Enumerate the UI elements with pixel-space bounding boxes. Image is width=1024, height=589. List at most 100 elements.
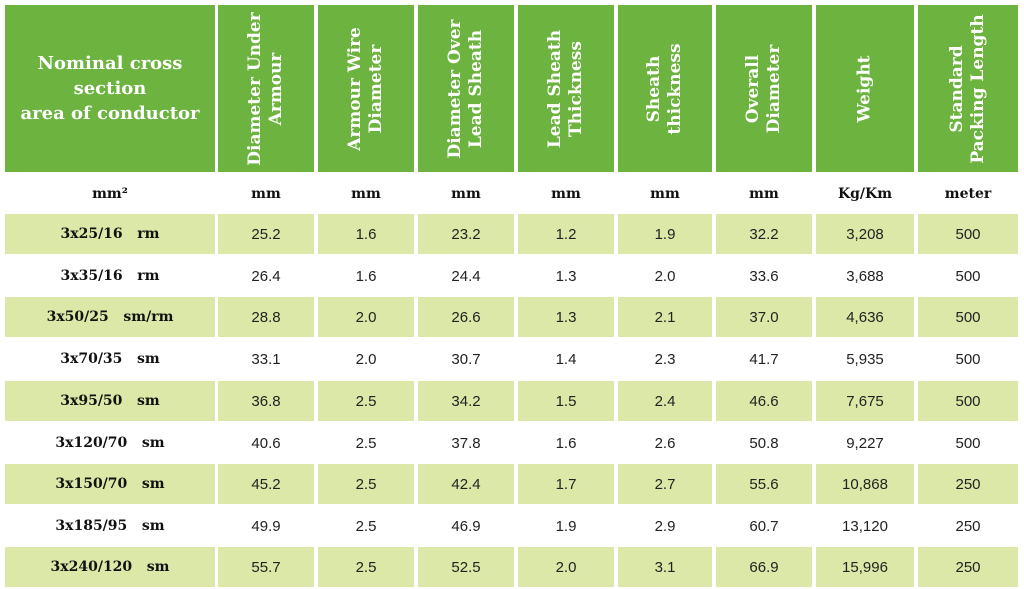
column-header-5: Lead Sheath Thickness: [518, 5, 614, 172]
unit-cell: mm: [551, 186, 581, 202]
table-cell: 55.6: [716, 464, 812, 504]
table-cell: 15,996: [816, 547, 914, 587]
table-row: 3x25/16 rm 25.2 1.6 23.2 1.2 1.9 32.2 3,208 500: [0, 214, 1024, 254]
table-row: 3x185/95 sm 49.9 2.5 46.9 1.9 2.9 60.7 13,120 25…: [0, 506, 1024, 546]
table-row: 3x240/120 sm 55.7 2.5 52.5 2.0 3.1 66.9 15,996 2…: [0, 547, 1024, 587]
table-cell: 250: [918, 547, 1018, 587]
column-header-6: Sheath thickness: [618, 5, 712, 172]
column-header-3: Armour Wire Diameter: [318, 5, 414, 172]
table-cell: 2.4: [618, 381, 712, 421]
table-cell: 45.2: [218, 464, 314, 504]
table-cell: 55.7: [218, 547, 314, 587]
table-cell: 33.6: [749, 267, 779, 285]
column-header-label: Sheath thickness: [644, 42, 685, 135]
table-cell: 42.4: [418, 464, 514, 504]
table-cell: 60.7: [749, 517, 779, 535]
column-header-label: Lead Sheath Thickness: [545, 29, 586, 148]
table-cell: 37.0: [716, 297, 812, 337]
column-header-label: Nominal cross section area of conductor: [20, 53, 200, 124]
column-header-8: Weight: [816, 5, 914, 172]
table-cell: 5,935: [846, 350, 884, 368]
unit-cell: mm: [351, 186, 381, 202]
table-cell: 2.6: [654, 434, 676, 452]
table-cell: 1.7: [518, 464, 614, 504]
table-cell: 1.6: [555, 434, 577, 452]
table-cell: 250: [918, 464, 1018, 504]
unit-cell: meter: [944, 186, 992, 202]
unit-cell: Kg/Km: [837, 186, 893, 202]
table-cell: 1.6: [355, 267, 377, 285]
table-cell: 9,227: [846, 434, 884, 452]
table-cell: 37.8: [451, 434, 481, 452]
table-cell: 1.6: [318, 214, 414, 254]
table-cell: 2.1: [618, 297, 712, 337]
table-cell: 26.4: [251, 267, 281, 285]
table-cell: 41.7: [749, 350, 779, 368]
table-cell: 46.6: [716, 381, 812, 421]
table-cell: 2.5: [355, 517, 377, 535]
column-header-label: Armour Wire Diameter: [345, 26, 386, 151]
table-cell: 26.6: [418, 297, 514, 337]
table-cell: 500: [955, 267, 981, 285]
conductor-size-cell: 3x25/16 rm: [5, 214, 215, 254]
table-cell: 66.9: [716, 547, 812, 587]
column-header-label: Diameter Under Armour: [245, 11, 286, 166]
column-header-7: Overall Diameter: [716, 5, 812, 172]
column-header-2: Diameter Under Armour: [218, 5, 314, 172]
table-cell: 1.2: [518, 214, 614, 254]
table-row: 3x70/35 sm 33.1 2.0 30.7 1.4 2.3 41.7 5,935 500: [0, 339, 1024, 379]
table-cell: 1.9: [618, 214, 712, 254]
unit-cell: mm: [749, 186, 779, 202]
table-cell: 1.9: [555, 517, 577, 535]
table-cell: 52.5: [418, 547, 514, 587]
table-cell: 24.4: [451, 267, 481, 285]
unit-cell: mm: [451, 186, 481, 202]
table-cell: 2.0: [654, 267, 676, 285]
table-cell: 23.2: [418, 214, 514, 254]
conductor-size-cell: 3x185/95 sm: [55, 518, 165, 534]
table-cell: 2.5: [318, 464, 414, 504]
table-cell: 500: [918, 381, 1018, 421]
column-header-4: Diameter Over Lead Sheath: [418, 5, 514, 172]
column-header-label: Weight: [854, 54, 875, 123]
table-cell: 7,675: [816, 381, 914, 421]
column-header-1: Nominal cross section area of conductor: [5, 5, 215, 172]
table-cell: 1.3: [555, 267, 577, 285]
table-cell: 36.8: [218, 381, 314, 421]
table-cell: 49.9: [251, 517, 281, 535]
table-cell: 1.5: [518, 381, 614, 421]
table-cell: 33.1: [251, 350, 281, 368]
table-cell: 500: [918, 214, 1018, 254]
table-cell: 3,208: [816, 214, 914, 254]
table-cell: 1.4: [555, 350, 577, 368]
table-cell: 30.7: [451, 350, 481, 368]
table-cell: 2.9: [654, 517, 676, 535]
table-row: 3x120/70 sm 40.6 2.5 37.8 1.6 2.6 50.8 9,227 500: [0, 423, 1024, 463]
table-cell: 2.5: [318, 381, 414, 421]
table-cell: 3.1: [618, 547, 712, 587]
table-cell: 500: [955, 434, 981, 452]
column-header-label: Standard Packing Length: [947, 13, 988, 164]
table-cell: 4,636: [816, 297, 914, 337]
column-header-9: Standard Packing Length: [918, 5, 1018, 172]
table-cell: 25.2: [218, 214, 314, 254]
conductor-size-cell: 3x150/70 sm: [5, 464, 215, 504]
table-cell: 34.2: [418, 381, 514, 421]
table-row: 3x35/16 rm 26.4 1.6 24.4 1.3 2.0 33.6 3,688 500: [0, 256, 1024, 296]
table-row: 3x150/70 sm 45.2 2.5 42.4 1.7 2.7 55.6 10,868 25…: [0, 464, 1024, 504]
conductor-size-cell: 3x120/70 sm: [55, 435, 165, 451]
table-cell: 2.3: [654, 350, 676, 368]
table-cell: 28.8: [218, 297, 314, 337]
table-cell: 46.9: [451, 517, 481, 535]
unit-cell: mm²: [92, 186, 128, 202]
table-row: 3x95/50 sm 36.8 2.5 34.2 1.5 2.4 46.6 7,675 500: [0, 381, 1024, 421]
conductor-size-cell: 3x50/25 sm/rm: [5, 297, 215, 337]
table-cell: 2.7: [618, 464, 712, 504]
conductor-size-cell: 3x35/16 rm: [60, 268, 160, 284]
conductor-size-cell: 3x240/120 sm: [5, 547, 215, 587]
table-cell: 2.0: [318, 297, 414, 337]
conductor-size-cell: 3x70/35 sm: [60, 351, 160, 367]
table-cell: 1.3: [518, 297, 614, 337]
conductor-size-cell: 3x95/50 sm: [5, 381, 215, 421]
